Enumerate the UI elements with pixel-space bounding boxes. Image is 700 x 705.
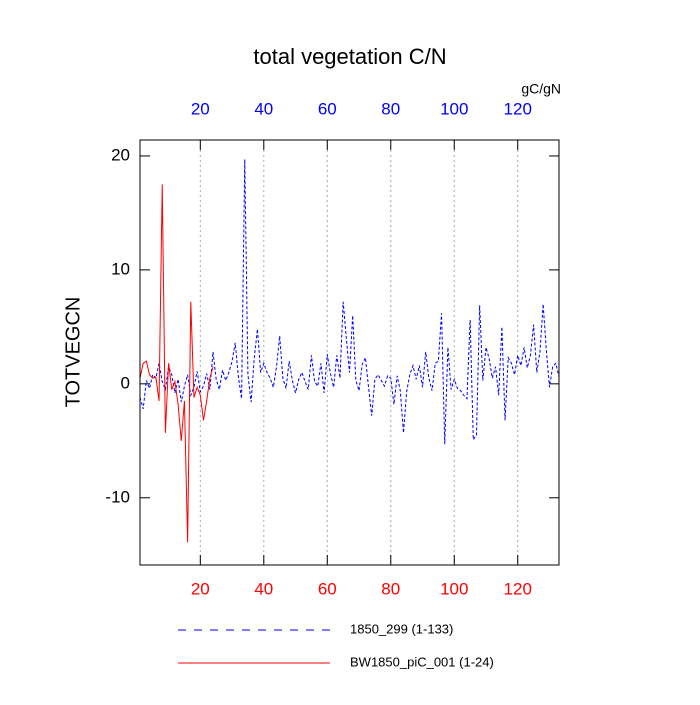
x2-tick-label: 120 [504, 99, 532, 118]
data-line [139, 184, 214, 543]
x-tick-label: 80 [381, 579, 400, 598]
y-tick-label: 10 [111, 259, 130, 278]
x2-tick-label: 40 [254, 99, 273, 118]
legend-label: BW1850_piC_001 (1-24) [350, 654, 494, 669]
data-line [139, 159, 560, 445]
x2-tick-label: 100 [440, 99, 468, 118]
x-tick-label: 40 [254, 579, 273, 598]
x-tick-label: 120 [504, 579, 532, 598]
y-tick-label: -10 [105, 487, 130, 506]
x2-tick-label: 60 [318, 99, 337, 118]
legend-label: 1850_299 (1-133) [350, 621, 453, 636]
x-tick-label: 60 [318, 579, 337, 598]
y-tick-label: 0 [121, 373, 130, 392]
chart-title: total vegetation C/N [253, 44, 446, 69]
x2-axis-label: gC/gN [521, 81, 561, 97]
x-tick-label: 100 [440, 579, 468, 598]
x-tick-label: 20 [191, 579, 210, 598]
plot-frame [139, 139, 560, 566]
x2-tick-label: 20 [191, 99, 210, 118]
y-axis-label: TOTVEGCN [62, 297, 84, 408]
y-tick-label: 20 [111, 145, 130, 164]
x2-tick-label: 80 [381, 99, 400, 118]
